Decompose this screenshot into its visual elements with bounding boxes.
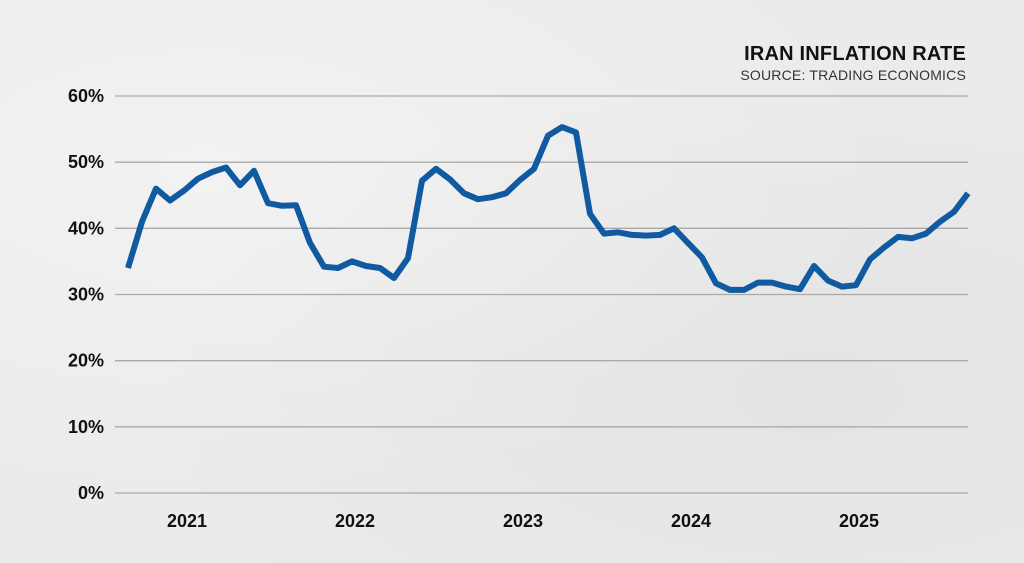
y-tick-label: 30%	[68, 285, 104, 305]
title-block: IRAN INFLATION RATE SOURCE: TRADING ECON…	[740, 42, 966, 84]
inflation-series-line	[125, 124, 971, 293]
x-tick-label: 2021	[167, 511, 207, 531]
x-tick-label: 2024	[671, 511, 711, 531]
chart-subtitle: SOURCE: TRADING ECONOMICS	[740, 67, 966, 83]
y-tick-label: 20%	[68, 351, 104, 371]
x-tick-label: 2023	[503, 511, 543, 531]
y-tick-label: 10%	[68, 417, 104, 437]
y-tick-label: 60%	[68, 86, 104, 106]
y-tick-label: 0%	[78, 483, 104, 503]
x-tick-label: 2022	[335, 511, 375, 531]
chart-title: IRAN INFLATION RATE	[744, 43, 966, 65]
x-tick-label: 2025	[839, 511, 879, 531]
y-tick-label: 40%	[68, 218, 104, 238]
y-tick-label: 50%	[68, 152, 104, 172]
